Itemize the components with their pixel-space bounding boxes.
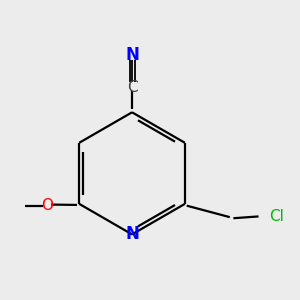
Text: Cl: Cl [269, 209, 284, 224]
Text: C: C [127, 80, 137, 95]
Text: O: O [41, 198, 53, 213]
Text: N: N [125, 46, 139, 64]
Text: N: N [125, 225, 139, 243]
